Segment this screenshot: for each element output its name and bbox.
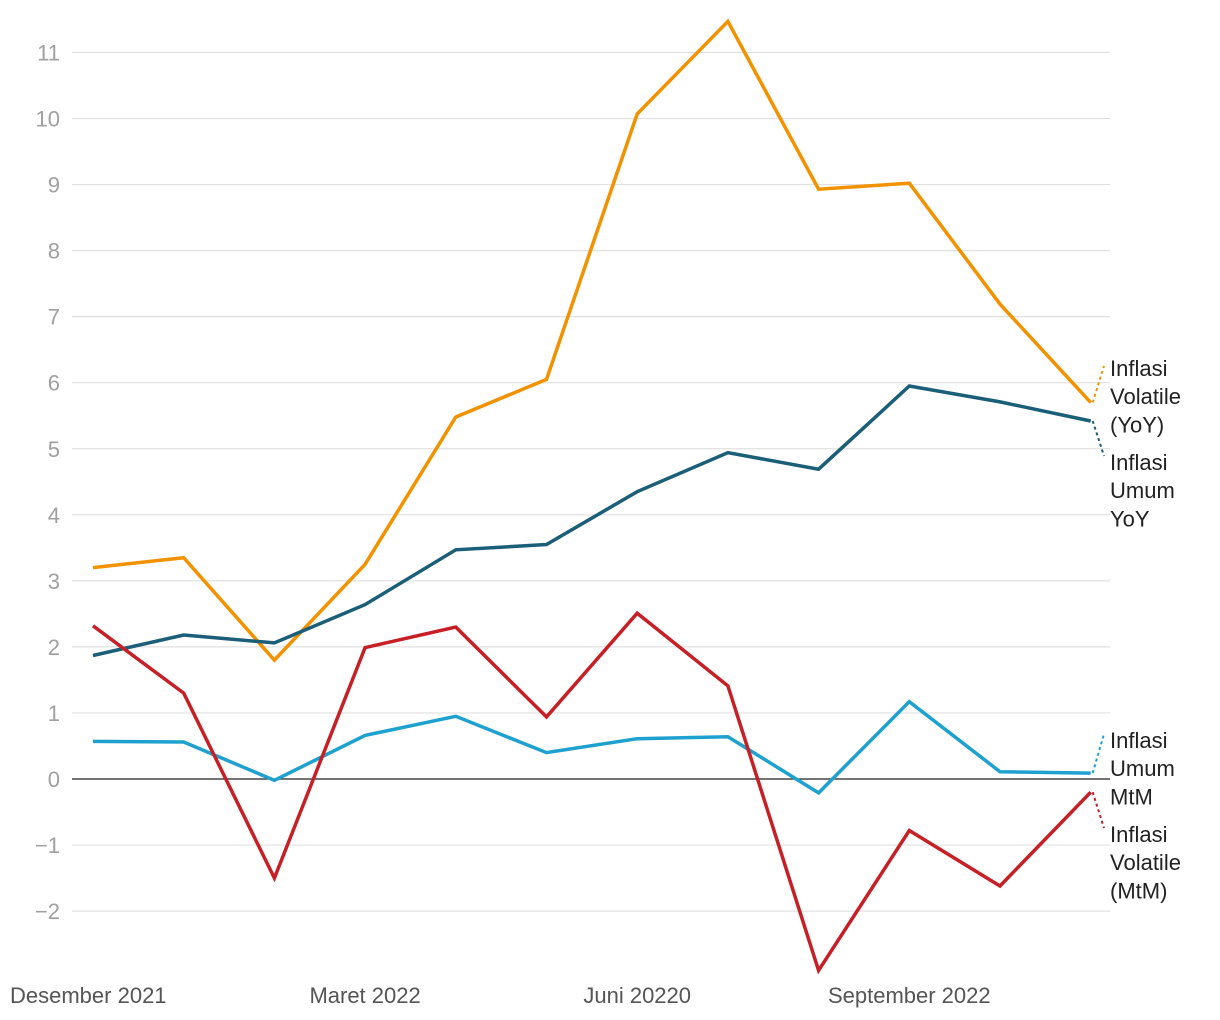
series-lines bbox=[91, 18, 1092, 975]
y-tick-label: 4 bbox=[48, 503, 60, 528]
y-tick-label: 10 bbox=[36, 107, 60, 132]
y-axis-tick-labels: −2 −1 0 1 2 3 4 5 6 7 8 9 10 11 bbox=[35, 40, 60, 924]
y-tick-label: 7 bbox=[48, 305, 60, 330]
series-label-line: YoY bbox=[1110, 506, 1150, 531]
series-label-line: Inflasi bbox=[1110, 356, 1167, 381]
series-label-line: (MtM) bbox=[1110, 878, 1167, 903]
x-tick-label: September 2022 bbox=[828, 983, 991, 1008]
series-label-line: Umum bbox=[1110, 756, 1175, 781]
series-line-umum-mtm bbox=[92, 699, 1091, 796]
series-label-line: Inflasi bbox=[1110, 450, 1167, 475]
x-tick-label: Desember 2021 bbox=[10, 983, 167, 1008]
series-label-volatile-yoy: Inflasi Volatile (YoY) bbox=[1110, 356, 1181, 437]
series-label-line: Inflasi bbox=[1110, 728, 1167, 753]
x-tick-label: Juni 20220 bbox=[583, 983, 691, 1008]
y-tick-label: 6 bbox=[48, 371, 60, 396]
series-label-umum-yoy: Inflasi Umum YoY bbox=[1110, 450, 1175, 531]
series-direct-labels: InflasiVolatile(YoY)InflasiUmumYoYInflas… bbox=[1091, 356, 1181, 903]
y-tick-label: 3 bbox=[48, 569, 60, 594]
y-tick-label: 0 bbox=[48, 767, 60, 792]
x-axis-tick-labels: Desember 2021 Maret 2022 Juni 20220 Septemb… bbox=[10, 983, 991, 1008]
y-tick-label: 1 bbox=[48, 701, 60, 726]
series-label-line: MtM bbox=[1110, 784, 1153, 809]
series-label-line: Umum bbox=[1110, 478, 1175, 503]
label-leader-line bbox=[1091, 733, 1105, 774]
series-label-line: Inflasi bbox=[1110, 822, 1167, 847]
label-leader-line bbox=[1091, 365, 1105, 403]
series-label-line: (YoY) bbox=[1110, 412, 1164, 437]
label-leader-line bbox=[1091, 791, 1105, 829]
label-leader-line bbox=[1091, 420, 1105, 457]
grid-lines bbox=[72, 51, 1110, 912]
series-label-volatile-mtm: Inflasi Volatile (MtM) bbox=[1110, 822, 1181, 903]
y-tick-label: −2 bbox=[35, 899, 60, 924]
y-tick-label: −1 bbox=[35, 833, 60, 858]
x-tick-label: Maret 2022 bbox=[309, 983, 420, 1008]
y-tick-label: 9 bbox=[48, 173, 60, 198]
series-line-umum-yoy bbox=[92, 384, 1092, 658]
series-label-line: Volatile bbox=[1110, 850, 1181, 875]
series-line-volatile-mtm bbox=[91, 610, 1092, 975]
series-label-line: Volatile bbox=[1110, 384, 1181, 409]
y-tick-label: 11 bbox=[37, 40, 60, 65]
y-tick-label: 2 bbox=[48, 635, 60, 660]
y-tick-label: 5 bbox=[48, 437, 60, 462]
series-label-umum-mtm: Inflasi Umum MtM bbox=[1110, 728, 1175, 809]
series-line-volatile-yoy bbox=[92, 18, 1092, 663]
y-tick-label: 8 bbox=[48, 239, 60, 264]
